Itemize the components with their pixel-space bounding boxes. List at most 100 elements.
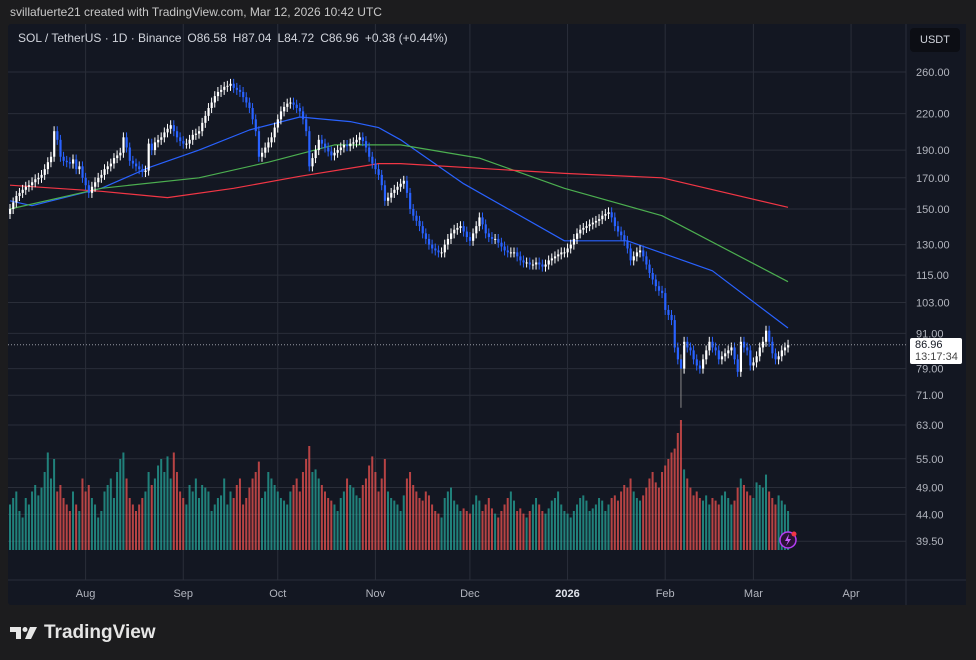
candle-body	[257, 131, 261, 157]
candle-body	[223, 86, 226, 90]
candle-body	[185, 143, 188, 145]
volume-bar	[49, 478, 52, 550]
candle-body	[402, 180, 405, 184]
candle-body	[484, 224, 487, 234]
volume-bar	[761, 487, 764, 550]
currency-button[interactable]: USDT	[910, 28, 960, 52]
volume-bar	[711, 498, 714, 550]
volume-bar	[261, 498, 263, 550]
candle-body	[87, 185, 90, 193]
volume-bar	[368, 465, 371, 550]
candle-body	[513, 252, 516, 254]
volume-bar	[12, 498, 15, 550]
candle-body	[711, 341, 714, 348]
last-price-label: 86.96 13:17:34	[910, 338, 962, 364]
y-tick-label: 103.00	[916, 298, 950, 310]
volume-bar	[494, 513, 497, 550]
y-tick-label: 39.50	[916, 536, 944, 548]
volume-bar	[642, 495, 645, 550]
volume-bar	[645, 487, 648, 550]
legend-open: O86.58	[187, 31, 227, 45]
volume-bar	[286, 504, 289, 550]
candle-body	[380, 174, 383, 186]
candle-body	[481, 217, 484, 225]
volume-bar	[446, 491, 449, 550]
candle-body	[553, 256, 557, 259]
candle-body	[487, 233, 490, 238]
volume-bar	[664, 465, 667, 550]
candle-body	[119, 152, 122, 156]
candle-body	[610, 212, 613, 218]
candle-body	[431, 244, 434, 249]
x-tick-label: Mar	[744, 588, 763, 600]
volume-bar	[31, 491, 34, 550]
volume-bar	[695, 491, 698, 550]
candle-body	[68, 162, 72, 164]
y-tick-label: 79.00	[916, 364, 944, 376]
volume-bar	[349, 485, 352, 550]
candle-body	[390, 192, 393, 198]
volume-bar	[245, 498, 248, 550]
candle-body	[131, 160, 135, 164]
volume-bar	[689, 487, 692, 550]
volume-bar	[462, 508, 465, 550]
volume-bar	[509, 491, 512, 550]
volume-bar	[560, 504, 563, 550]
volume-bar	[90, 498, 93, 550]
volume-bar	[654, 482, 657, 550]
candle-body	[393, 189, 396, 193]
volume-bar	[686, 478, 689, 550]
candle-body	[210, 102, 213, 109]
volume-bar	[440, 517, 443, 550]
candle-body	[667, 309, 670, 315]
volume-bar	[56, 491, 59, 550]
volume-bar	[544, 513, 547, 550]
volume-bar	[752, 498, 755, 550]
candle-body	[670, 314, 673, 321]
volume-bar	[434, 511, 437, 550]
volume-bar	[594, 504, 597, 550]
candle-body	[292, 102, 295, 105]
tradingview-logo[interactable]: TradingView	[10, 622, 156, 644]
volume-bar	[229, 491, 232, 550]
volume-bar	[585, 500, 588, 550]
lightning-icon[interactable]	[779, 531, 797, 549]
candle-body	[289, 102, 292, 104]
candle-body	[245, 97, 248, 103]
candle-body	[443, 244, 446, 253]
symbol-info[interactable]: SOL / TetherUS · 1D · Binance	[18, 31, 182, 45]
candle-body	[396, 186, 399, 190]
candle-body	[72, 159, 75, 164]
candle-body	[623, 235, 626, 241]
volume-bar	[787, 511, 790, 550]
volume-bar	[383, 459, 386, 550]
candle-body	[308, 131, 311, 167]
candle-body	[736, 359, 739, 372]
candle-body	[163, 132, 166, 138]
volume-bar	[185, 504, 188, 550]
volume-bar	[210, 511, 213, 550]
candle-body	[698, 365, 702, 369]
volume-bar	[125, 478, 128, 550]
volume-bar	[459, 511, 462, 550]
x-tick-label: Nov	[366, 588, 386, 600]
volume-bar	[497, 517, 500, 550]
volume-bar	[629, 478, 632, 550]
candle-body	[783, 347, 787, 351]
candle-body	[103, 169, 106, 175]
volume-bar	[450, 487, 452, 550]
candle-body	[352, 142, 355, 144]
candle-body	[774, 353, 777, 360]
volume-bar	[525, 517, 528, 550]
candle-body	[679, 359, 683, 369]
candle-body	[135, 163, 138, 167]
candle-body	[112, 158, 116, 164]
volume-bar	[179, 491, 182, 550]
volume-bar	[418, 498, 421, 550]
volume-bar	[128, 498, 131, 550]
legend-change: +0.38 (+0.44%)	[364, 31, 448, 45]
candle-body	[541, 264, 544, 267]
volume-bar	[188, 485, 191, 550]
volume-bar	[409, 472, 412, 550]
